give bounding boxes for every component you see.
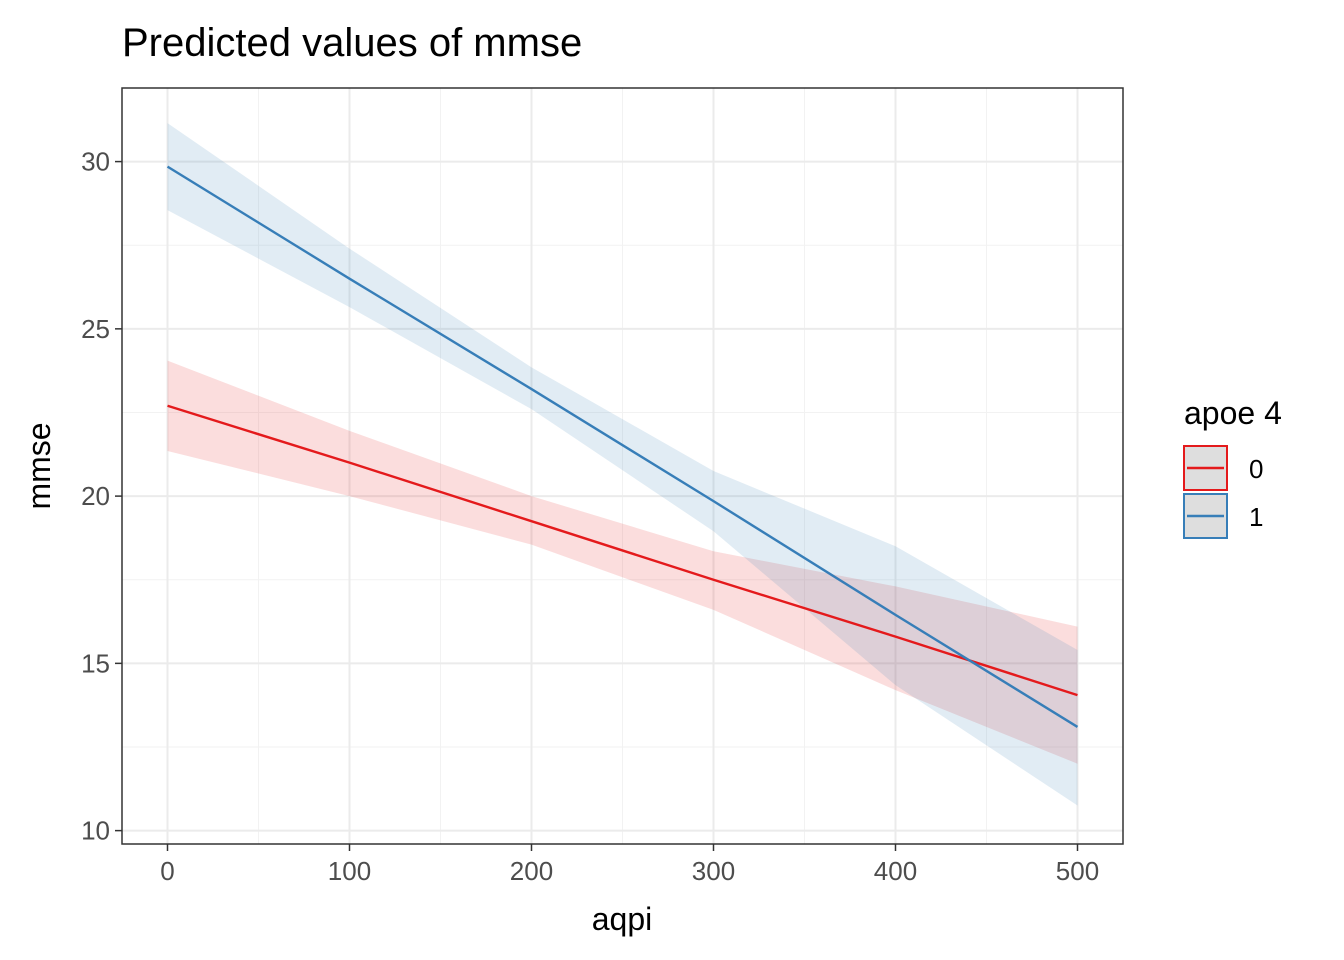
y-axis-title: mmse xyxy=(21,422,57,509)
ci-ribbon-series-1 xyxy=(167,123,1078,806)
x-axis-ticks: 0 100 200 300 400 500 xyxy=(160,844,1099,886)
x-tick-label: 500 xyxy=(1056,856,1099,886)
legend-title: apoe 4 xyxy=(1184,395,1282,431)
legend-label-1: 1 xyxy=(1249,502,1263,532)
major-gridlines xyxy=(122,88,1123,844)
chart-title: Predicted values of mmse xyxy=(122,21,582,65)
legend: apoe 4 0 1 xyxy=(1183,395,1282,539)
y-tick-label: 20 xyxy=(81,481,110,511)
x-tick-label: 400 xyxy=(874,856,917,886)
y-tick-label: 15 xyxy=(81,648,110,678)
y-tick-label: 30 xyxy=(81,147,110,177)
x-tick-label: 300 xyxy=(692,856,735,886)
x-tick-label: 100 xyxy=(328,856,371,886)
legend-label-0: 0 xyxy=(1249,454,1263,484)
x-tick-label: 0 xyxy=(160,856,174,886)
x-tick-label: 200 xyxy=(510,856,553,886)
y-axis-ticks: 10 15 20 25 30 xyxy=(81,147,122,846)
ci-ribbon-series-0 xyxy=(167,360,1078,764)
y-tick-label: 25 xyxy=(81,314,110,344)
minor-gridlines xyxy=(122,88,1123,844)
line-series-1 xyxy=(166,165,1079,728)
confidence-ribbons xyxy=(167,123,1078,806)
series-lines xyxy=(166,165,1079,728)
plot-border xyxy=(121,87,1124,845)
y-tick-label: 10 xyxy=(81,816,110,846)
x-axis-title: aqpi xyxy=(592,901,653,937)
line-series-0 xyxy=(167,404,1078,697)
